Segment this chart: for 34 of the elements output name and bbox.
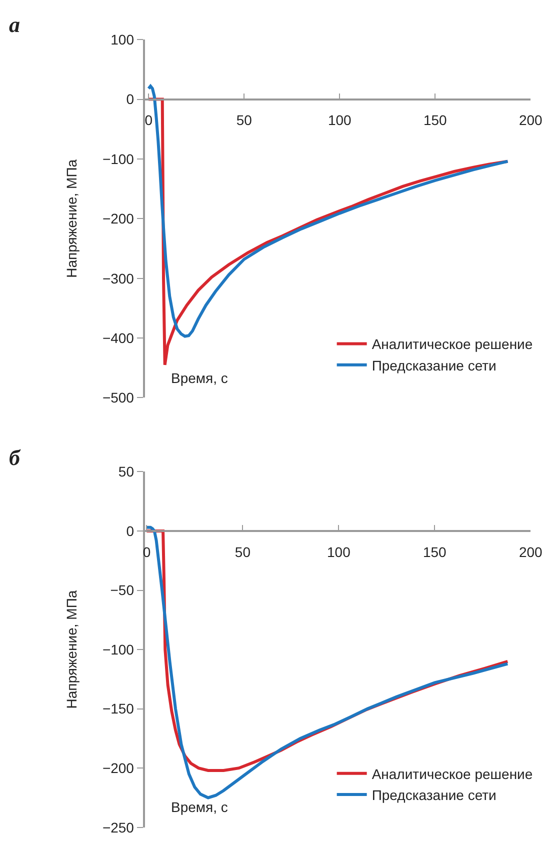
y-tick-label: 100 bbox=[110, 31, 134, 48]
y-tick-label: −200 bbox=[102, 210, 134, 227]
x-tick-label: 50 bbox=[236, 112, 252, 128]
y-tick-label: −150 bbox=[102, 700, 134, 717]
legend-label: Аналитическое решение bbox=[372, 336, 533, 352]
x-tick-label: 50 bbox=[234, 544, 251, 560]
x-tick-label: 200 bbox=[518, 112, 543, 128]
y-tick-label: −400 bbox=[102, 330, 134, 346]
x-tick-label: 0 bbox=[142, 544, 151, 560]
x-tick-label: 100 bbox=[328, 112, 352, 128]
legend-label: Предсказание сети bbox=[372, 357, 496, 374]
chart-title: б bbox=[9, 445, 21, 470]
y-tick-label: 50 bbox=[118, 464, 134, 480]
y-tick-label: −300 bbox=[102, 270, 134, 286]
y-tick-label: −100 bbox=[102, 150, 134, 167]
x-axis-title: Время, с bbox=[171, 370, 228, 386]
legend-label: Аналитическое решение bbox=[372, 766, 533, 782]
legend-label: Предсказание сети bbox=[372, 787, 496, 804]
x-tick-label: 150 bbox=[423, 112, 448, 128]
y-tick-label: −200 bbox=[102, 760, 134, 776]
y-tick-label: −500 bbox=[102, 390, 134, 406]
x-tick-label: 0 bbox=[144, 112, 153, 128]
chart-title: а bbox=[9, 12, 20, 37]
x-tick-label: 150 bbox=[422, 544, 447, 560]
x-axis-title: Время, с bbox=[171, 799, 228, 815]
x-tick-label: 100 bbox=[327, 544, 351, 560]
y-tick-label: −250 bbox=[102, 819, 134, 836]
y-tick-label: −100 bbox=[102, 641, 134, 658]
y-axis-title: Напряжение, МПа bbox=[64, 159, 80, 278]
y-tick-label: 0 bbox=[126, 91, 134, 108]
y-tick-label: 0 bbox=[126, 522, 134, 539]
y-tick-label: −50 bbox=[110, 582, 134, 598]
x-tick-label: 200 bbox=[518, 544, 543, 560]
y-axis-title: Напряжение, МПа bbox=[64, 590, 80, 709]
